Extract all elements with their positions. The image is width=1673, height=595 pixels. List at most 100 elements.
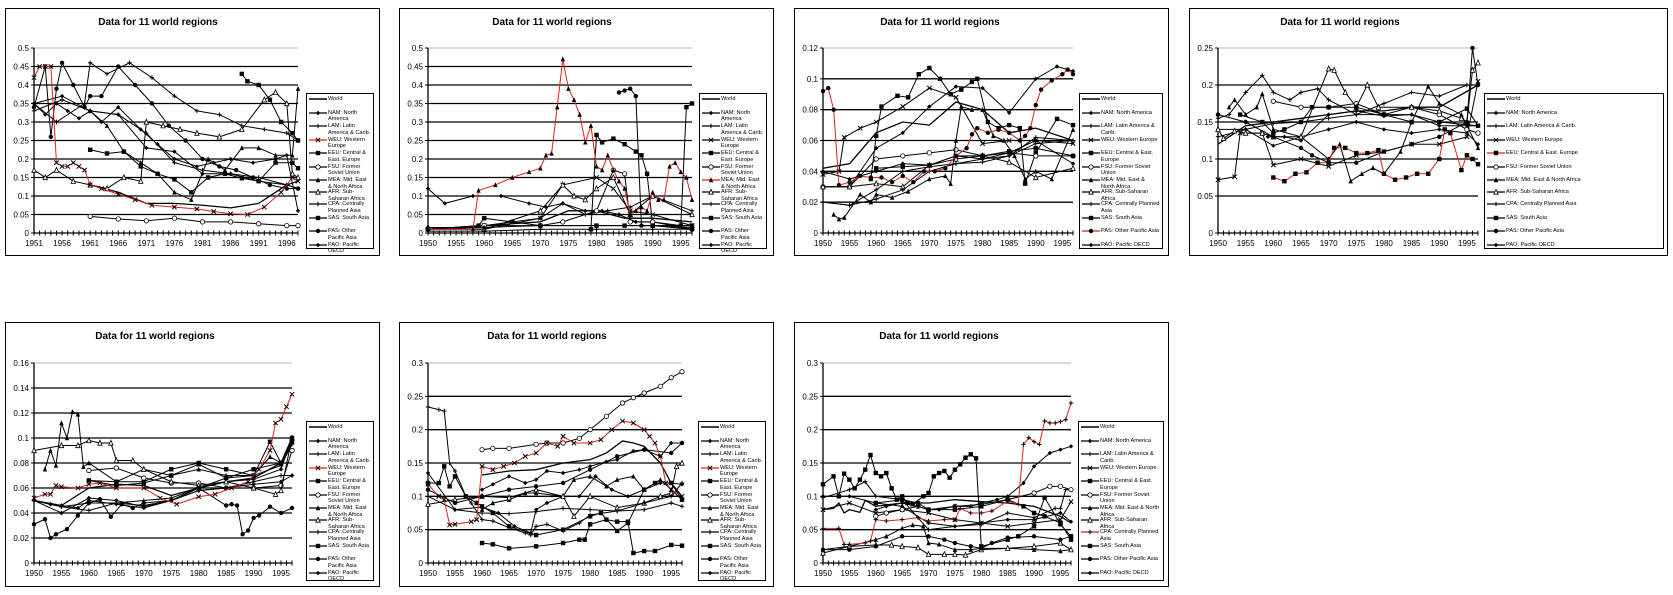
data-point [921, 523, 926, 529]
data-point [239, 71, 245, 77]
data-point [1342, 88, 1349, 95]
data-point [994, 497, 1000, 502]
data-point [952, 524, 958, 529]
data-point [678, 223, 683, 228]
data-point [1331, 145, 1337, 151]
y-tick-label: 0.08 [802, 106, 818, 115]
data-point [1006, 158, 1012, 165]
data-point [878, 474, 884, 479]
data-point [1058, 520, 1063, 526]
legend-marker [315, 516, 321, 523]
data-point [76, 116, 82, 121]
y-tick-label: 0 [814, 559, 819, 568]
series-line [823, 65, 1074, 188]
y-tick-label: 0.2 [807, 426, 819, 435]
data-point [560, 433, 566, 439]
data-point [42, 63, 48, 70]
data-point [127, 60, 132, 65]
data-point [31, 108, 37, 114]
data-point [86, 481, 92, 487]
data-point [31, 105, 37, 110]
data-point [931, 474, 937, 479]
data-point [251, 482, 256, 487]
legend-swatch [701, 451, 719, 457]
x-tick-label: 1950 [419, 239, 437, 248]
series-line [822, 87, 1074, 175]
legend-marker [707, 543, 713, 548]
legend-marker [315, 242, 321, 247]
data-point [506, 546, 512, 551]
series-line [33, 61, 299, 141]
data-point [234, 167, 239, 173]
data-point [506, 445, 512, 451]
data-point [284, 153, 289, 158]
data-point [141, 475, 147, 481]
data-point [1293, 171, 1298, 176]
data-point [582, 537, 587, 542]
x-tick-label: 1995 [1052, 569, 1070, 578]
data-point [86, 498, 92, 503]
data-point [1448, 130, 1453, 136]
x-tick-label: 1981 [194, 239, 212, 248]
legend-item: PAO: Pacific OECD [701, 570, 763, 584]
legend-swatch [1081, 570, 1099, 576]
data-point [1414, 171, 1420, 176]
legend-marker [1088, 163, 1094, 170]
legend-marker [708, 163, 714, 170]
legend-item: PAS: Other Pacific Asia [1082, 228, 1160, 242]
data-point [594, 163, 599, 169]
data-point [1409, 90, 1414, 95]
y-tick-label: 0 [25, 559, 30, 568]
data-point [1243, 90, 1248, 95]
data-point [261, 204, 267, 210]
data-point [952, 540, 958, 546]
y-tick-label: 0.15 [1197, 118, 1213, 127]
data-point [593, 184, 600, 192]
series-line [481, 519, 683, 554]
chart-title: Data for 11 world regions [492, 17, 612, 28]
data-point [947, 475, 952, 480]
data-point [963, 455, 968, 460]
data-point [86, 495, 92, 501]
legend-label: SAS: South Asia [1506, 214, 1548, 221]
legend-swatch [1081, 451, 1099, 457]
data-point [283, 99, 290, 107]
data-point [587, 514, 593, 519]
series-pao [1265, 108, 1481, 143]
data-point [1331, 66, 1337, 73]
y-tick-label: 0.15 [407, 459, 423, 468]
data-point [980, 85, 985, 91]
data-point [256, 221, 262, 227]
data-point [873, 494, 878, 499]
data-point [1070, 153, 1076, 159]
x-tick-label: 1955 [446, 569, 464, 578]
legend-marker [315, 163, 321, 170]
data-point [857, 477, 863, 482]
legend-marker [1087, 505, 1093, 511]
data-point [1017, 125, 1023, 131]
legend-label: NAM: North America [1506, 109, 1557, 116]
data-point [42, 466, 48, 472]
chart-panel-7: Data for 11 world regions 0 0.05 0.1 0.15 0.2… [794, 322, 1169, 587]
data-point [1022, 133, 1028, 139]
legend-swatch [1081, 529, 1099, 535]
legend-marker [315, 543, 321, 548]
data-point [936, 541, 942, 547]
x-tick-label: 1975 [560, 239, 578, 248]
data-point [1354, 108, 1359, 114]
legend-swatch [701, 570, 719, 576]
data-point [926, 518, 931, 524]
data-point [1271, 143, 1276, 148]
data-point [1475, 59, 1481, 66]
data-point [138, 127, 143, 132]
data-point [1057, 483, 1064, 489]
x-tick-label: 1990 [1430, 239, 1448, 248]
series-line [481, 442, 682, 491]
data-point [900, 187, 905, 193]
data-point [1058, 548, 1063, 554]
data-point [113, 465, 119, 471]
data-point [441, 497, 447, 503]
data-point [290, 130, 295, 136]
legend-swatch [701, 464, 719, 471]
legend-label: AFR: Sub-Saharan Africa [721, 189, 758, 202]
